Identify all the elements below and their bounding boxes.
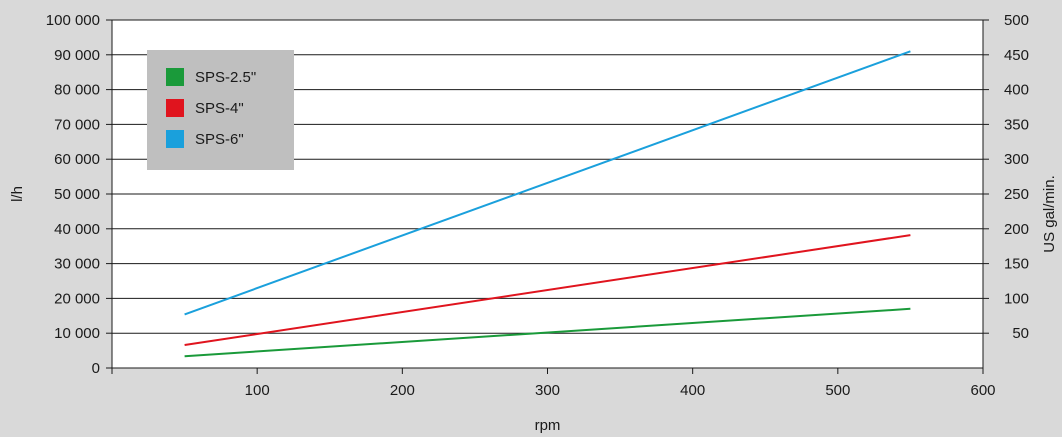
series-line-2: [184, 234, 911, 346]
series-line-3: [184, 50, 911, 316]
y2-tick-label: 500: [1004, 12, 1029, 29]
x-tick-label: 500: [825, 382, 850, 399]
x-tick-label: 400: [680, 382, 705, 399]
legend-entry: SPS-4": [195, 100, 244, 117]
legend-swatch: [166, 68, 184, 86]
x-tick-label: 600: [970, 382, 995, 399]
y2-axis-label: US gal/min.: [1041, 175, 1058, 253]
y-tick-label: 60 000: [54, 151, 100, 168]
y2-tick-label: 450: [1004, 47, 1029, 64]
legend-swatch: [166, 99, 184, 117]
y-tick-label: 40 000: [54, 221, 100, 238]
y2-tick-label: 350: [1004, 116, 1029, 133]
x-axis-label: rpm: [535, 417, 561, 434]
legend-swatch: [166, 130, 184, 148]
y2-tick-label: 150: [1004, 256, 1029, 273]
y2-tick-label: 250: [1004, 186, 1029, 203]
y-tick-label: 100 000: [46, 12, 100, 29]
series-lines: [184, 50, 911, 358]
y-axis-ticks: 0 10 000 20 000 30 000 40 000 50 000 60 000 70 …: [46, 12, 112, 377]
y2-tick-label: 200: [1004, 221, 1029, 238]
x-tick-label: 100: [245, 382, 270, 399]
x-tick-label: 200: [390, 382, 415, 399]
y-tick-label: 90 000: [54, 47, 100, 64]
y-tick-label: 20 000: [54, 290, 100, 307]
y2-tick-label: 300: [1004, 151, 1029, 168]
x-axis-ticks: 100 200 300 400 500 600: [111, 368, 996, 399]
y2-tick-label: 50: [1012, 325, 1029, 342]
legend-entry: SPS-6": [195, 131, 244, 148]
y-tick-label: 70 000: [54, 116, 100, 133]
y2-axis-ticks: 50 100 150 200 250 300 350 400 450 500: [983, 12, 1029, 342]
y-tick-label: 50 000: [54, 186, 100, 203]
legend: SPS-2.5" SPS-4" SPS-6": [147, 50, 294, 170]
y-axis-label: l/h: [9, 186, 26, 202]
y-tick-label: 0: [92, 360, 100, 377]
series-line-1: [184, 307, 911, 358]
y-tick-label: 30 000: [54, 256, 100, 273]
y2-tick-label: 100: [1004, 290, 1029, 307]
y2-tick-label: 400: [1004, 82, 1029, 99]
legend-entry: SPS-2.5": [195, 69, 256, 86]
x-tick-label: 300: [535, 382, 560, 399]
y-tick-label: 10 000: [54, 325, 100, 342]
y-tick-label: 80 000: [54, 82, 100, 99]
